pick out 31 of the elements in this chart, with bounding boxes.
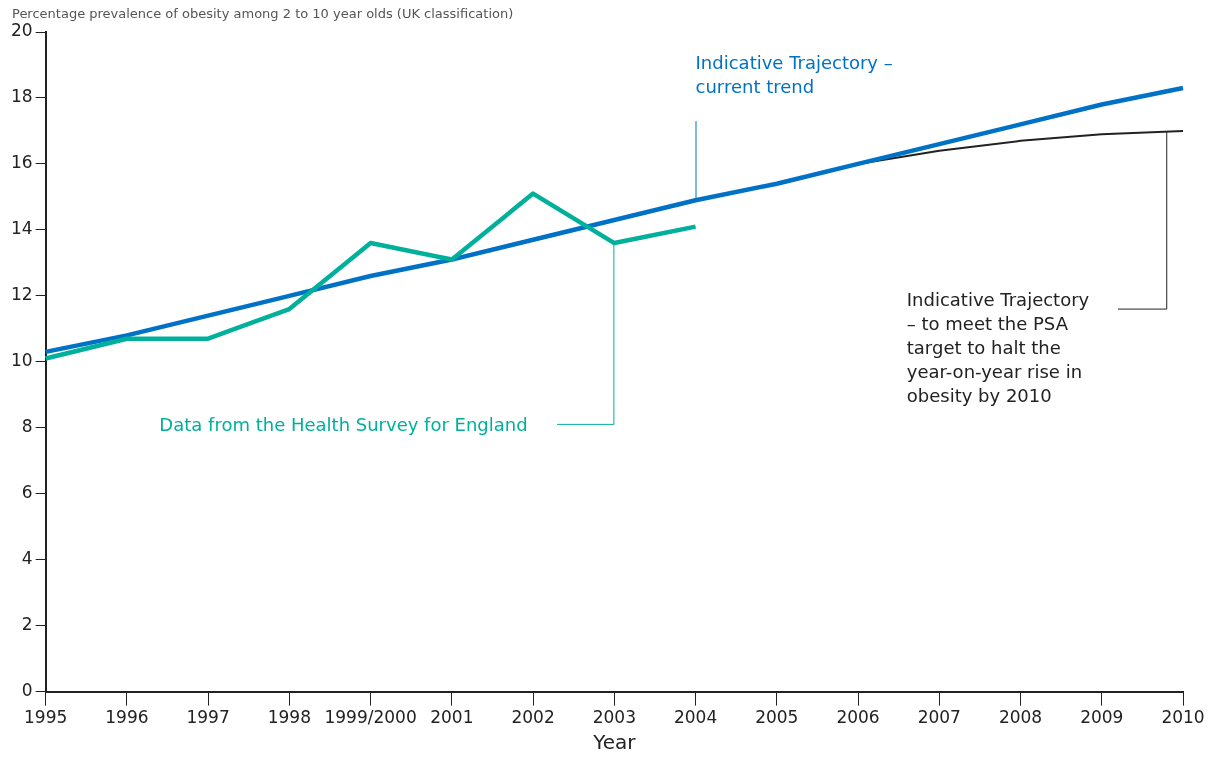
y-tick-label: 18 bbox=[10, 86, 33, 107]
x-tick-label: 2004 bbox=[673, 707, 718, 728]
x-tick-label: 1996 bbox=[105, 707, 149, 728]
x-tick-label: 2006 bbox=[836, 707, 880, 728]
x-tick-label: 2005 bbox=[755, 707, 799, 728]
x-tick-label: 2008 bbox=[998, 707, 1043, 728]
x-tick-label: 1999/2000 bbox=[324, 707, 417, 728]
y-tick-label: 8 bbox=[21, 416, 33, 437]
x-tick-label: 2007 bbox=[917, 707, 961, 728]
x-axis-title: Year bbox=[592, 730, 637, 755]
text: Data from the Health Survey for England bbox=[159, 414, 528, 436]
y-tick-label: 16 bbox=[10, 152, 33, 173]
y-tick-label: 14 bbox=[10, 218, 33, 239]
y-tick-label: 10 bbox=[10, 350, 33, 371]
x-tick-label: 2002 bbox=[511, 707, 555, 728]
y-tick-label: 20 bbox=[10, 20, 33, 41]
x-tick-label: 1995 bbox=[24, 707, 68, 728]
x-tick-label: 2003 bbox=[592, 707, 636, 728]
x-tick-label: 2010 bbox=[1161, 707, 1205, 728]
y-tick-label: 12 bbox=[10, 284, 33, 305]
text: Indicative Trajectory – to meet the PSA target to halt the year-on-year rise in obesity by 2010 bbox=[906, 289, 1090, 407]
x-tick-label: 1998 bbox=[267, 707, 311, 728]
chart-title: Percentage prevalence of obesity among 2 to 10 year olds (UK classification) bbox=[12, 5, 514, 21]
y-tick-label: 2 bbox=[21, 614, 33, 635]
x-tick-label: 1997 bbox=[186, 707, 230, 728]
y-tick-label: 6 bbox=[21, 482, 33, 503]
x-tick-label: 2009 bbox=[1080, 707, 1124, 728]
text: Indicative Trajectory – current trend bbox=[695, 51, 893, 97]
x-tick-label: 2001 bbox=[430, 707, 474, 728]
y-tick-label: 4 bbox=[21, 548, 33, 569]
y-tick-label: 0 bbox=[21, 680, 33, 701]
